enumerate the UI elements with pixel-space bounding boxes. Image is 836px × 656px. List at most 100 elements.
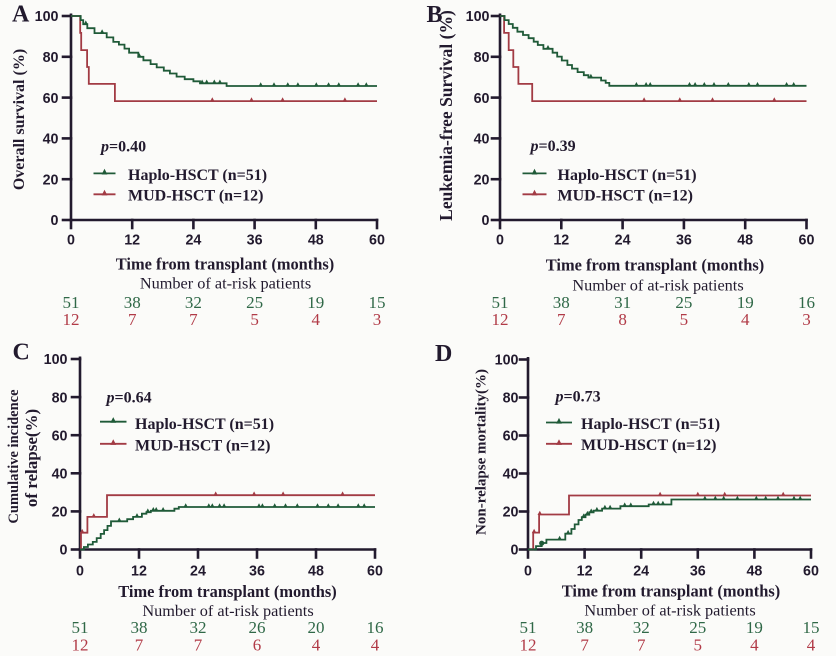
svg-text:Time from transplant (months): Time from transplant (months) [562,582,780,601]
svg-text:25: 25 [689,618,706,637]
svg-text:15: 15 [803,618,820,637]
svg-text:Haplo-HSCT (n=51): Haplo-HSCT (n=51) [135,416,274,433]
svg-text:51: 51 [63,293,80,312]
svg-text:0: 0 [60,543,68,559]
svg-text:60: 60 [799,233,815,249]
svg-text:0: 0 [482,213,490,229]
svg-text:80: 80 [43,50,59,66]
svg-text:4: 4 [807,636,816,655]
svg-text:12: 12 [577,564,593,580]
svg-text:6: 6 [253,636,262,655]
svg-text:12: 12 [553,233,569,249]
svg-text:8: 8 [618,310,627,329]
svg-text:p=0.39: p=0.39 [529,138,576,155]
svg-text:20: 20 [43,172,59,188]
svg-text:Number of at-risk patients: Number of at-risk patients [572,276,743,295]
svg-text:7: 7 [580,636,589,655]
svg-text:A: A [12,2,30,28]
svg-text:80: 80 [503,391,519,407]
svg-text:4: 4 [741,310,750,329]
svg-text:24: 24 [615,233,631,249]
svg-text:7: 7 [194,636,203,655]
svg-text:48: 48 [746,564,762,580]
svg-text:40: 40 [43,132,59,148]
svg-text:12: 12 [124,233,140,249]
svg-text:48: 48 [308,233,324,249]
svg-text:48: 48 [737,233,753,249]
svg-text:3: 3 [373,310,382,329]
svg-text:36: 36 [676,233,692,249]
svg-text:40: 40 [474,132,490,148]
svg-text:MUD-HSCT (n=12): MUD-HSCT (n=12) [135,438,271,455]
svg-text:5: 5 [680,310,689,329]
svg-text:0: 0 [67,233,75,249]
svg-text:12: 12 [131,564,147,580]
svg-text:60: 60 [803,564,819,580]
svg-text:48: 48 [308,564,324,580]
svg-text:16: 16 [367,618,384,637]
svg-text:100: 100 [495,353,519,369]
svg-text:12: 12 [520,636,537,655]
svg-text:4: 4 [371,636,380,655]
svg-text:16: 16 [798,293,815,312]
svg-text:12: 12 [492,310,509,329]
svg-text:40: 40 [503,467,519,483]
svg-text:19: 19 [746,618,763,637]
svg-text:Time from transplant (months): Time from transplant (months) [116,255,334,274]
svg-text:Number of at-risk patients: Number of at-risk patients [142,601,313,620]
svg-text:7: 7 [189,310,198,329]
svg-text:3: 3 [802,310,811,329]
svg-text:38: 38 [124,293,141,312]
svg-text:25: 25 [675,293,692,312]
svg-text:0: 0 [76,564,84,580]
svg-text:32: 32 [190,618,207,637]
svg-text:4: 4 [750,636,759,655]
svg-text:51: 51 [492,293,509,312]
svg-text:7: 7 [637,636,646,655]
svg-text:MUD-HSCT (n=12): MUD-HSCT (n=12) [128,188,264,205]
svg-text:36: 36 [249,564,265,580]
svg-text:7: 7 [128,310,137,329]
svg-text:31: 31 [614,293,631,312]
svg-text:5: 5 [250,310,259,329]
svg-text:36: 36 [690,564,706,580]
svg-text:7: 7 [557,310,566,329]
svg-text:0: 0 [524,564,532,580]
svg-text:38: 38 [576,618,593,637]
svg-text:C: C [13,339,30,365]
svg-text:20: 20 [474,172,490,188]
svg-text:60: 60 [43,91,59,107]
svg-text:p=0.64: p=0.64 [105,390,152,407]
svg-text:p=0.40: p=0.40 [99,139,146,156]
svg-text:Cumulative incidence: Cumulative incidence [6,389,22,524]
svg-text:MUD-HSCT (n=12): MUD-HSCT (n=12) [558,188,694,205]
svg-text:Number of at-risk patients: Number of at-risk patients [140,274,311,293]
svg-text:Haplo-HSCT (n=51): Haplo-HSCT (n=51) [128,167,267,184]
svg-text:0: 0 [51,213,59,229]
svg-text:Overall survival (%): Overall survival (%) [11,49,28,190]
svg-text:12: 12 [72,636,89,655]
svg-text:7: 7 [135,636,144,655]
svg-text:5: 5 [694,636,703,655]
svg-text:60: 60 [503,429,519,445]
svg-text:24: 24 [190,564,206,580]
svg-text:Non-relapse mortality(%): Non-relapse mortality(%) [474,369,490,535]
svg-text:60: 60 [474,91,490,107]
svg-text:38: 38 [553,293,570,312]
svg-text:Time from transplant (months): Time from transplant (months) [546,256,764,275]
svg-text:51: 51 [72,618,89,637]
svg-text:Haplo-HSCT (n=51): Haplo-HSCT (n=51) [581,416,720,433]
svg-text:60: 60 [52,428,68,444]
svg-text:MUD-HSCT (n=12): MUD-HSCT (n=12) [581,437,717,454]
svg-text:Time from transplant (months): Time from transplant (months) [118,582,336,601]
svg-text:32: 32 [633,618,650,637]
svg-text:40: 40 [52,467,68,483]
svg-text:26: 26 [249,618,266,637]
svg-text:Number of at-risk patients: Number of at-risk patients [584,601,755,620]
svg-text:60: 60 [369,233,385,249]
svg-text:80: 80 [52,390,68,406]
svg-text:38: 38 [131,618,148,637]
svg-text:36: 36 [247,233,263,249]
svg-text:60: 60 [367,564,383,580]
svg-text:B: B [427,2,443,28]
